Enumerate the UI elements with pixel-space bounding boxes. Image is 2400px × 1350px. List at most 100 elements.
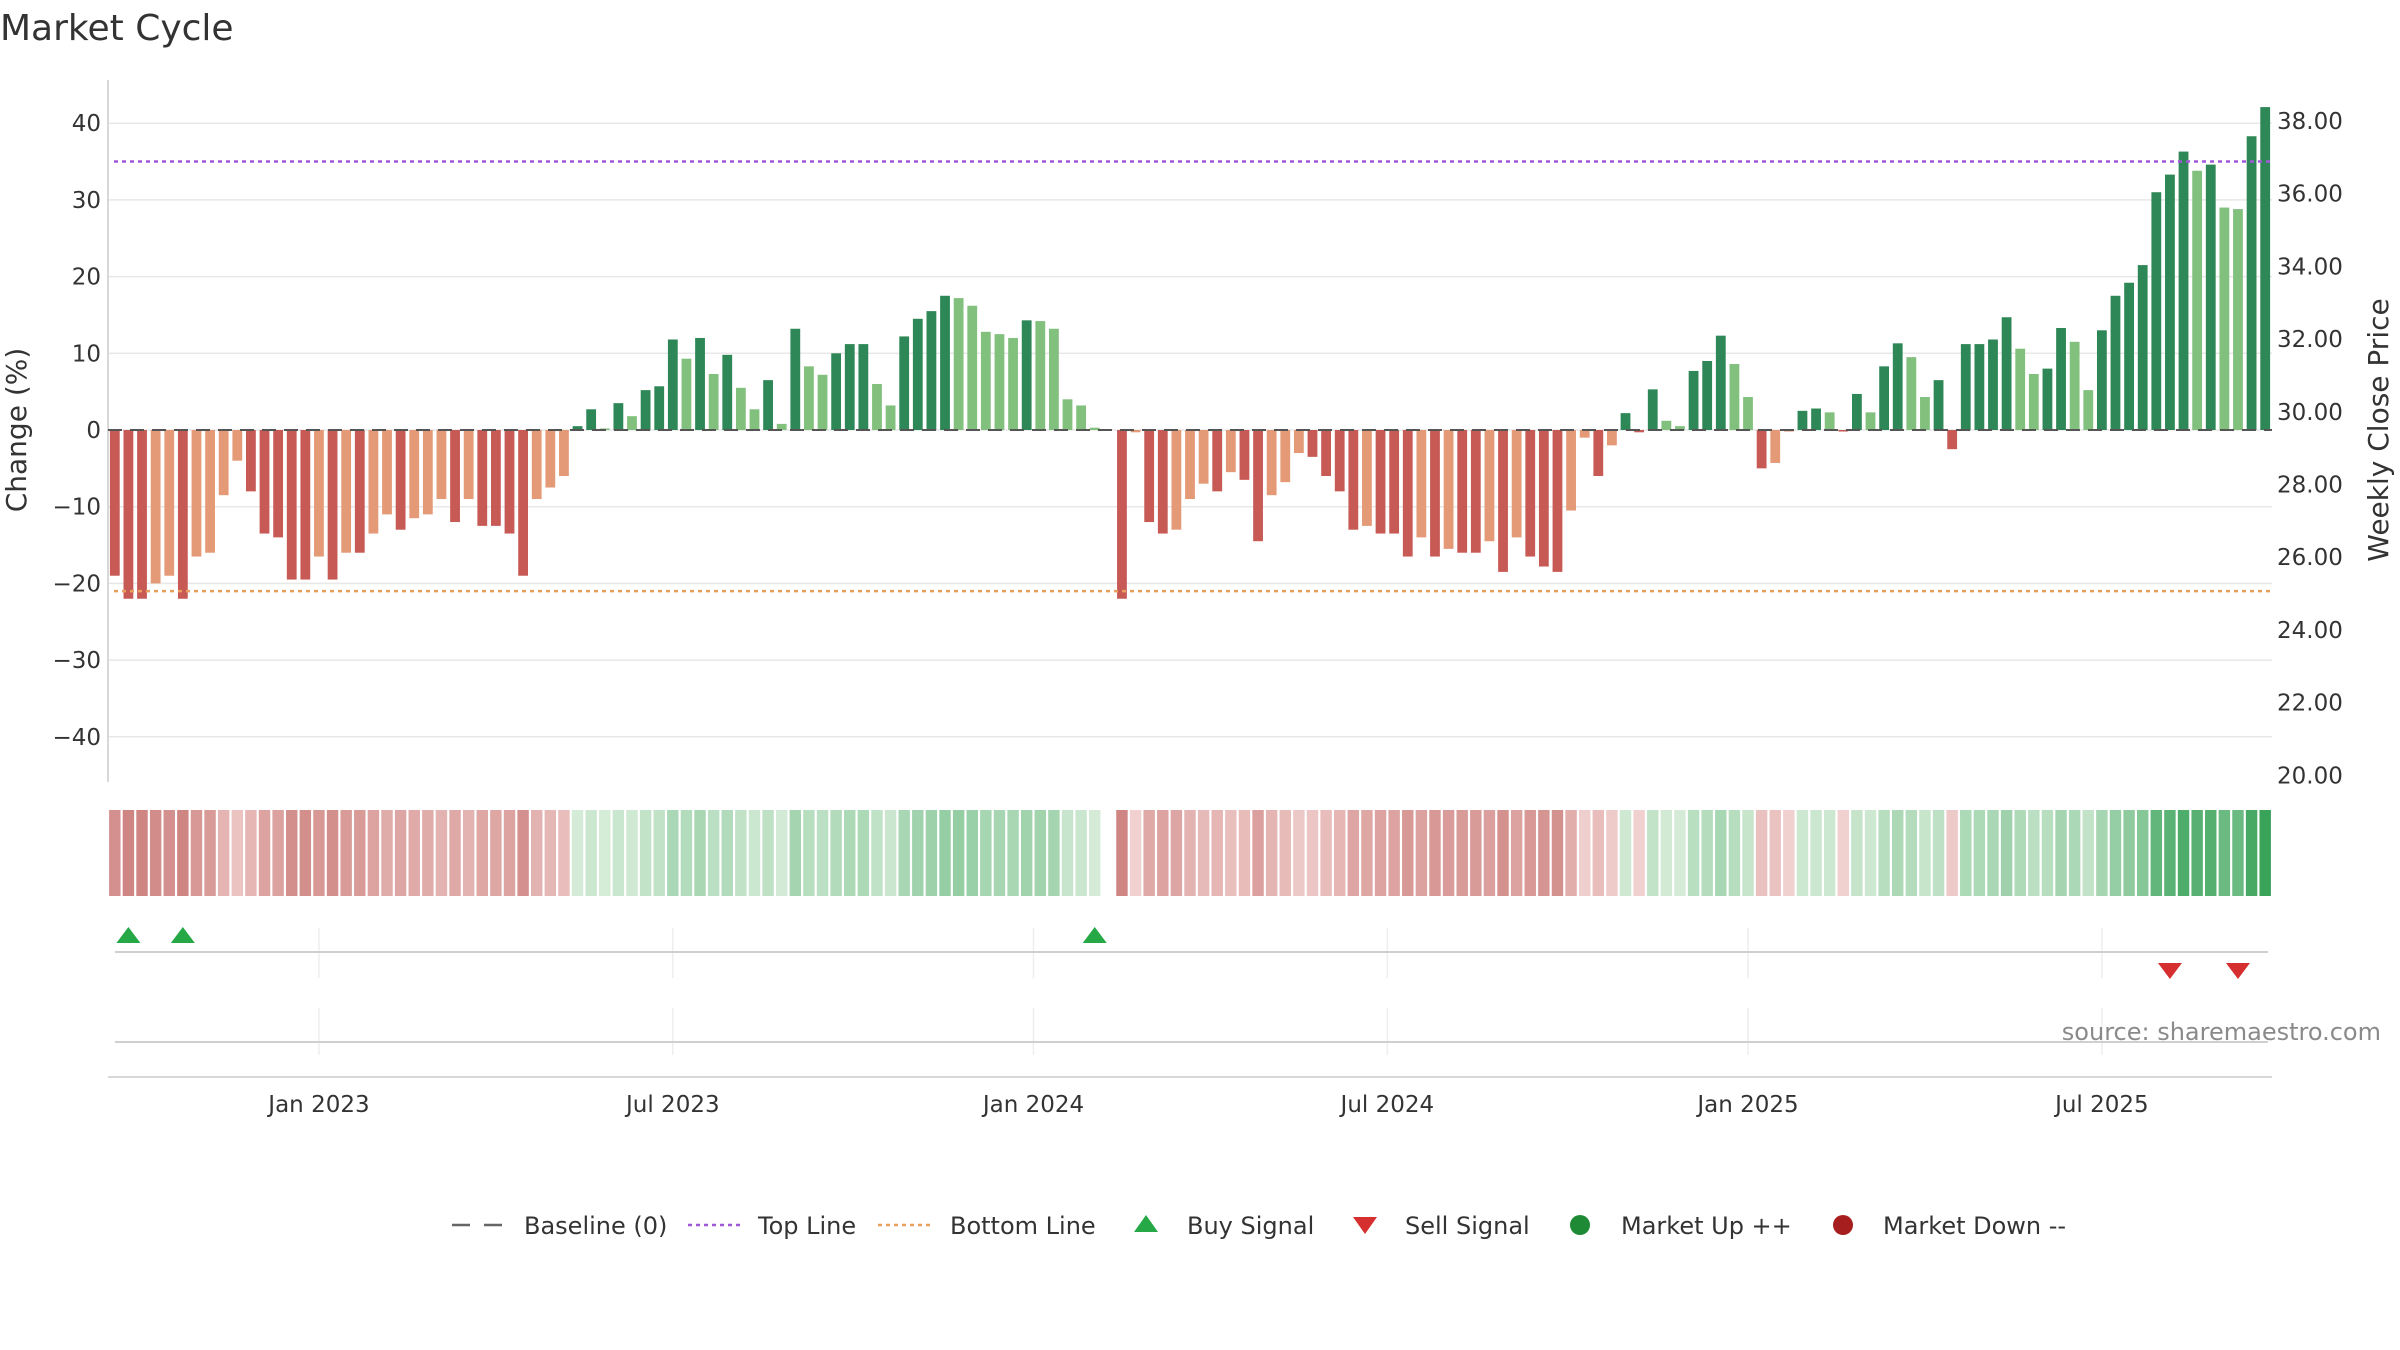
x-tick-label: Jan 2025 — [1695, 1092, 1798, 1118]
cycle-cell — [2205, 810, 2217, 896]
bar — [191, 430, 202, 557]
bar — [1538, 430, 1549, 567]
bar — [463, 430, 474, 500]
cycle-cell — [449, 810, 461, 896]
cycle-cell — [1265, 810, 1278, 896]
bar — [790, 328, 801, 430]
cycle-cell — [122, 810, 135, 896]
cycle-cell — [789, 810, 802, 896]
cycle-cell — [1483, 810, 1496, 896]
cycle-cell — [2177, 810, 2190, 896]
cycle-cell — [1197, 810, 1210, 896]
cycle-cell — [1020, 810, 1033, 896]
bar — [1838, 430, 1849, 432]
bar — [150, 430, 161, 584]
y-axis-ticks: −40 −30 −20 −10 0 10 20 30 40 — [52, 111, 101, 751]
bar — [2137, 265, 2148, 430]
cycle-cell — [1456, 810, 1468, 896]
cycle-cell — [1701, 810, 1713, 896]
bar — [1675, 426, 1685, 430]
bar — [844, 344, 855, 430]
bar — [1525, 430, 1536, 557]
bar — [1756, 430, 1767, 469]
bar — [477, 430, 488, 526]
x-tick-label: Jul 2023 — [624, 1092, 720, 1118]
cycle-cell — [599, 810, 611, 896]
cycle-cell — [2150, 810, 2163, 896]
cycle-cell — [1306, 810, 1319, 896]
cycle-cell — [1892, 810, 1904, 896]
bar — [341, 430, 352, 553]
cycle-cell — [1225, 810, 1237, 896]
bar — [450, 430, 460, 523]
bar — [1947, 430, 1958, 450]
cycle-cell — [952, 810, 965, 896]
bar — [531, 430, 542, 500]
bar — [1062, 399, 1073, 430]
cycle-cell — [1361, 810, 1373, 896]
bar — [273, 430, 284, 538]
bar — [1375, 430, 1386, 534]
bar — [314, 430, 324, 557]
cycle-cell — [612, 810, 625, 896]
cycle-cell — [286, 810, 298, 896]
cycle-cell — [313, 810, 325, 896]
bar — [327, 430, 338, 580]
bar — [177, 430, 188, 599]
cycle-cell — [2218, 810, 2231, 896]
cycle-cell — [1960, 810, 1972, 896]
bar — [559, 430, 569, 477]
cycle-cell — [2041, 810, 2054, 896]
cycle-cell — [326, 810, 339, 896]
legend-buy-marker — [1134, 1215, 1158, 1232]
bar — [1321, 430, 1332, 477]
cycle-cell — [1143, 810, 1155, 896]
bar — [368, 430, 379, 534]
cycle-cell — [680, 810, 693, 896]
bar — [1443, 430, 1454, 549]
bar — [1920, 397, 1930, 430]
cycle-cell — [735, 810, 747, 896]
cycle-cell — [531, 810, 543, 896]
cycle-cell — [1810, 810, 1822, 896]
cycle-cell — [177, 810, 189, 896]
cycle-strip — [109, 810, 2271, 896]
bar — [205, 430, 215, 553]
bar — [2219, 207, 2230, 430]
cycle-cell — [354, 810, 366, 896]
cycle-cell — [1565, 810, 1577, 896]
cycle-cell — [707, 810, 720, 896]
bar — [1661, 420, 1672, 430]
bar — [1157, 430, 1168, 534]
bar — [395, 430, 406, 530]
bar — [518, 430, 529, 576]
bar — [2110, 295, 2121, 430]
bar — [940, 295, 950, 430]
bar — [722, 354, 733, 430]
y2-axis-ticks: 20.00 22.00 24.00 26.00 28.00 30.00 32.00 34.00… — [2277, 109, 2343, 789]
bar — [1988, 339, 1998, 430]
bar — [613, 403, 624, 430]
cycle-cell — [1864, 810, 1877, 896]
cycle-cell — [1946, 810, 1958, 896]
y-tick-label: −30 — [52, 648, 101, 674]
bar — [1239, 430, 1250, 480]
bar — [1198, 430, 1209, 484]
bar — [817, 374, 828, 430]
cycle-cell — [1470, 810, 1482, 896]
bar — [232, 430, 243, 461]
bar — [1089, 427, 1100, 430]
cycle-cell — [394, 810, 407, 896]
cycle-cell — [939, 810, 951, 896]
cycle-cell — [816, 810, 829, 896]
cycle-cell — [245, 810, 257, 896]
cycle-cell — [585, 810, 597, 896]
y-tick-label: −40 — [52, 725, 101, 751]
source-label: source: sharemaestro.com — [2062, 1018, 2381, 1046]
cycle-cell — [1755, 810, 1768, 896]
cycle-cell — [1402, 810, 1414, 896]
bar — [749, 409, 760, 430]
signal-panel — [108, 927, 2272, 1078]
chart-title: Market Cycle — [0, 8, 234, 49]
cycle-cell — [1823, 810, 1836, 896]
